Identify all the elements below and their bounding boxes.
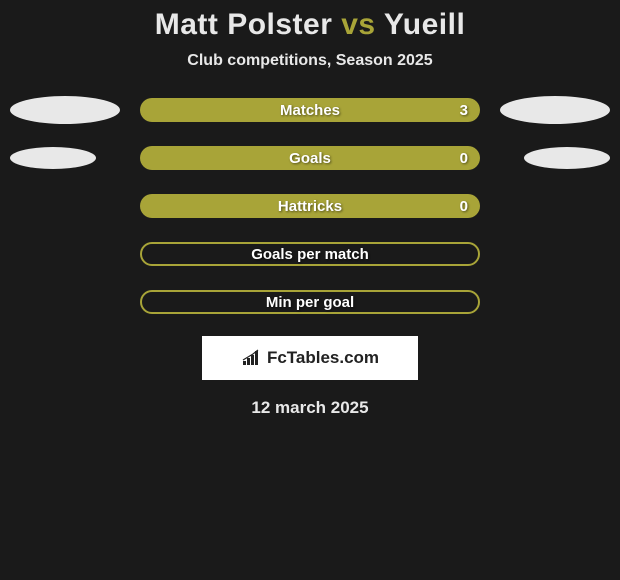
stat-bar: Min per goal <box>140 290 480 314</box>
stat-bar: Goals per match <box>140 242 480 266</box>
stat-bar: Goals 0 <box>140 146 480 170</box>
date-label: 12 march 2025 <box>0 398 620 418</box>
stat-value: 0 <box>460 150 468 167</box>
stat-bar: Matches 3 <box>140 98 480 122</box>
comparison-card: Matt Polster vs Yueill Club competitions… <box>0 0 620 418</box>
stat-bar: Hattricks 0 <box>140 194 480 218</box>
brand-text: FcTables.com <box>267 348 379 368</box>
right-ellipse <box>500 96 610 124</box>
stat-label: Goals <box>289 150 331 167</box>
bar-chart-icon <box>241 349 263 367</box>
subtitle: Club competitions, Season 2025 <box>0 52 620 70</box>
stat-row: Goals per match <box>10 242 610 266</box>
vs-label: vs <box>341 8 375 41</box>
stat-row: Matches 3 <box>10 98 610 122</box>
stat-row: Hattricks 0 <box>10 194 610 218</box>
brand-badge[interactable]: FcTables.com <box>202 336 418 380</box>
stat-value: 3 <box>460 102 468 119</box>
stat-label: Min per goal <box>266 294 354 311</box>
stat-label: Matches <box>280 102 340 119</box>
player1-name: Matt Polster <box>155 8 333 41</box>
page-title: Matt Polster vs Yueill <box>0 8 620 42</box>
stat-row: Goals 0 <box>10 146 610 170</box>
left-ellipse <box>10 147 96 169</box>
stat-value: 0 <box>460 198 468 215</box>
stats-area: Matches 3 Goals 0 Hattricks 0 Goals per match M… <box>0 98 620 314</box>
stat-label: Hattricks <box>278 198 342 215</box>
stat-row: Min per goal <box>10 290 610 314</box>
player2-name: Yueill <box>384 8 465 41</box>
stat-label: Goals per match <box>251 246 369 263</box>
left-ellipse <box>10 96 120 124</box>
right-ellipse <box>524 147 610 169</box>
